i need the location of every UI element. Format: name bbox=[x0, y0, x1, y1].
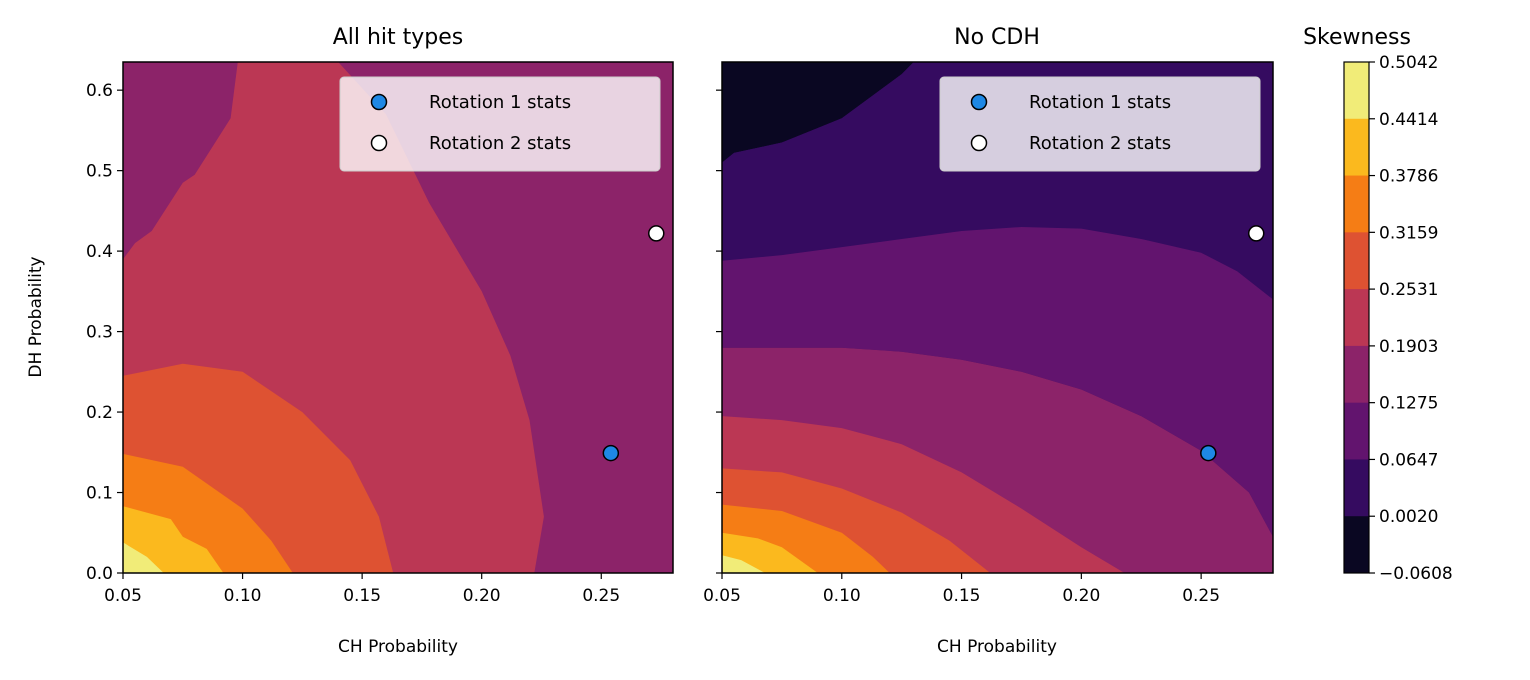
legend-box bbox=[939, 76, 1261, 172]
legend-label-rotation-1: Rotation 1 stats bbox=[1029, 92, 1171, 113]
contour-region bbox=[123, 506, 224, 573]
legend-marker-rotation-2 bbox=[970, 134, 988, 152]
legend: Rotation 1 stats Rotation 2 stats bbox=[339, 76, 661, 172]
colorbar-band bbox=[1344, 516, 1369, 574]
colorbar-title: Skewness bbox=[1303, 25, 1411, 50]
colorbar-frame bbox=[1343, 61, 1370, 574]
contour-region bbox=[722, 62, 914, 163]
colorbar-tick-label: 0.1903 bbox=[1379, 337, 1438, 357]
contour-region bbox=[722, 227, 1273, 537]
colorbar: Skewness 0.5042 0.4414 0.3786 0.3159 0.2531 0… bbox=[1303, 25, 1453, 584]
legend-label-rotation-1: Rotation 1 stats bbox=[429, 92, 571, 113]
legend: Rotation 1 stats Rotation 2 stats bbox=[939, 76, 1261, 172]
colorbar-band bbox=[1344, 118, 1369, 177]
colorbar-tick-label: 0.5042 bbox=[1379, 53, 1438, 73]
legend-marker-rotation-1 bbox=[370, 93, 388, 111]
legend-marker-rotation-2 bbox=[370, 134, 388, 152]
data-point-rotation-2 bbox=[1247, 225, 1265, 242]
plot-frame bbox=[122, 61, 674, 574]
colorbar-tick-label: 0.1275 bbox=[1379, 394, 1438, 414]
y-tick-label: 0.6 bbox=[86, 81, 113, 101]
colorbar-tick-label: 0.2531 bbox=[1379, 280, 1438, 300]
x-tick-label: 0.15 bbox=[943, 586, 981, 606]
x-tick-label: 0.25 bbox=[1182, 586, 1220, 606]
legend-label-rotation-2: Rotation 2 stats bbox=[1029, 133, 1171, 154]
colorbar-tick-label: −0.0608 bbox=[1379, 564, 1453, 584]
x-tick-label: 0.05 bbox=[703, 586, 741, 606]
y-tick-label: 0.0 bbox=[86, 564, 113, 584]
colorbar-tick-label: 0.3159 bbox=[1379, 223, 1438, 243]
panel-no-cdh: No CDH 0.05 0.10 0.15 0.20 0.25 CH Probabili… bbox=[703, 25, 1274, 657]
legend-label-rotation-2: Rotation 2 stats bbox=[429, 133, 571, 154]
legend-marker-rotation-1 bbox=[970, 93, 988, 111]
y-tick-label: 0.4 bbox=[86, 242, 113, 262]
y-tick-label: 0.1 bbox=[86, 484, 113, 504]
legend-box bbox=[339, 76, 661, 172]
colorbar-band bbox=[1344, 232, 1369, 290]
y-tick-label: 0.5 bbox=[86, 162, 113, 182]
data-point-rotation-1 bbox=[1200, 444, 1217, 462]
data-point-rotation-2 bbox=[648, 225, 665, 242]
x-tick-label: 0.05 bbox=[104, 586, 142, 606]
colorbar-band bbox=[1344, 402, 1369, 460]
y-axis-label: DH Probability bbox=[26, 256, 46, 377]
colorbar-tick-label: 0.0647 bbox=[1379, 450, 1438, 470]
contour-region bbox=[722, 555, 766, 573]
y-tick-label: 0.3 bbox=[86, 323, 113, 343]
colorbar-band bbox=[1344, 459, 1369, 517]
x-axis-label: CH Probability bbox=[338, 637, 458, 657]
plot-frame bbox=[721, 61, 1274, 574]
colorbar-band bbox=[1344, 62, 1369, 120]
panel-all-hit-types: All hit types 0.05 0.10 0.15 0.20 0.25 0.0 0.… bbox=[26, 25, 674, 657]
x-tick-label: 0.15 bbox=[343, 586, 381, 606]
data-point-rotation-1 bbox=[602, 444, 620, 462]
x-tick-label: 0.20 bbox=[1062, 586, 1100, 606]
contour-region bbox=[123, 62, 238, 260]
y-tick-label: 0.2 bbox=[86, 403, 113, 423]
colorbar-band bbox=[1344, 289, 1369, 347]
contour-region bbox=[123, 542, 164, 573]
x-tick-label: 0.25 bbox=[582, 586, 620, 606]
colorbar-tick-label: 0.4414 bbox=[1379, 110, 1438, 130]
x-tick-label: 0.10 bbox=[224, 586, 262, 606]
colorbar-band bbox=[1344, 175, 1369, 233]
x-tick-label: 0.10 bbox=[823, 586, 861, 606]
x-tick-label: 0.20 bbox=[463, 586, 501, 606]
colorbar-band bbox=[1344, 345, 1369, 404]
colorbar-tick-label: 0.0020 bbox=[1379, 507, 1438, 527]
x-axis-label: CH Probability bbox=[937, 637, 1057, 657]
panel-title: All hit types bbox=[333, 25, 464, 50]
colorbar-tick-label: 0.3786 bbox=[1379, 167, 1438, 187]
panel-title: No CDH bbox=[954, 25, 1040, 50]
